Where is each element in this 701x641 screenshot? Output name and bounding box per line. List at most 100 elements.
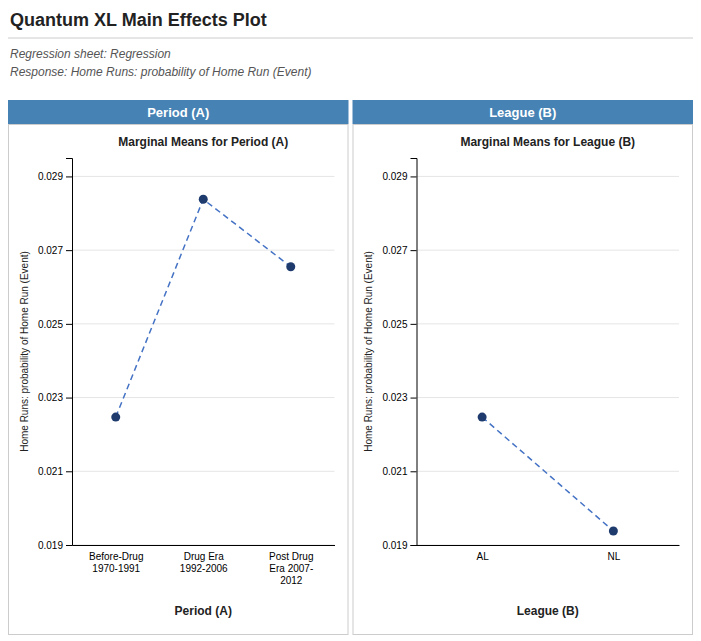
grid [417,176,680,545]
y-tick: 0.025 [38,319,72,330]
y-tick: 0.027 [382,245,416,256]
y-tick-mark [66,471,72,472]
y-axis: 0.019 0.021 0.023 0.025 0.027 0.029 [38,159,73,551]
x-axis-title: Period (A) [175,604,232,618]
grid-line [417,323,680,324]
x-tick-label: Drug Era1992-2006 [180,551,228,574]
y-tick-mark [66,545,72,546]
chart-title: Marginal Means for Period (A) [118,135,288,149]
point [286,262,295,271]
x-tick: NL [607,551,620,562]
x-axis: Before-Drug1970-1991 Drug Era1992-2006 Pos… [73,546,336,587]
point [609,526,618,535]
y-tick-label: 0.021 [38,466,63,477]
y-tick-mark [411,471,417,472]
grid-line [72,176,335,177]
x-axis-title: League (B) [517,604,579,618]
panel: Period (A) Marginal Means for Period (A) 0… [8,100,349,635]
figure-title: Quantum XL Main Effects Plot [10,10,267,30]
y-tick-label: 0.019 [38,540,63,551]
plot-marks [111,195,295,422]
grid-line [72,471,335,472]
y-tick: 0.027 [38,245,72,256]
x-axis-line [417,545,680,546]
x-axis: AL NL [417,546,680,563]
x-tick-label-line: 2012 [280,575,303,586]
panel-header-bar [353,100,694,124]
x-tick-label-line: NL [607,551,620,562]
y-tick-label: 0.019 [382,540,407,551]
panel-border [9,125,349,635]
x-tick-label-line: Post Drug [269,551,313,562]
y-tick-label: 0.027 [382,245,407,256]
x-axis-line [73,545,336,546]
chart-svg: Quantum XL Main Effects Plot Regression s… [0,0,701,641]
panel-border [353,125,693,635]
panel: League (B) Marginal Means for League (B) 0… [353,100,694,635]
chart-title: Marginal Means for League (B) [460,135,635,149]
grid-line [72,250,335,251]
y-tick-label: 0.029 [382,171,407,182]
y-tick-mark [66,398,72,399]
grid-line [417,397,680,398]
panel-header-bar [8,100,349,124]
y-tick-mark [66,324,72,325]
figure-subtitle: Response: Home Runs: probability of Home… [10,65,311,79]
y-tick: 0.025 [382,319,416,330]
line [482,417,613,531]
x-tick-label: Post DrugEra 2007-2012 [269,551,313,586]
grid-line [72,397,335,398]
y-tick: 0.019 [38,540,72,551]
line [116,199,291,417]
y-tick-label: 0.023 [382,392,407,403]
x-tick: Post DrugEra 2007-2012 [269,551,313,586]
x-tick-label-line: Era 2007- [269,563,313,574]
y-tick-label: 0.029 [38,171,63,182]
y-tick: 0.019 [382,540,416,551]
y-tick-mark [66,250,72,251]
y-tick-label: 0.025 [382,319,407,330]
x-tick-label-line: 1992-2006 [180,563,228,574]
y-axis-line [411,159,418,546]
x-tick: AL [477,551,490,562]
y-tick-label: 0.027 [38,245,63,256]
x-tick-label: Before-Drug1970-1991 [89,551,143,574]
y-axis-title: Home Runs: probability of Home Run (Even… [19,251,30,452]
y-tick: 0.023 [38,392,72,403]
grid-line [417,545,680,546]
y-tick: 0.029 [382,171,416,182]
x-tick-label-line: AL [477,551,490,562]
figure-subtitle: Regression sheet: Regression [10,47,171,61]
grid-line [72,545,335,546]
point [478,413,487,422]
x-tick-label-line: Before-Drug [89,551,143,562]
y-axis: 0.019 0.021 0.023 0.025 0.027 0.029 [382,159,417,551]
grid-line [417,250,680,251]
y-tick-label: 0.021 [382,466,407,477]
y-tick-label: 0.025 [38,319,63,330]
y-tick: 0.029 [38,171,72,182]
chart-container: Quantum XL Main Effects Plot Regression s… [0,0,701,641]
grid-line [417,176,680,177]
point [199,195,208,204]
title-rule [8,38,693,39]
x-tick-label: NL [607,551,620,562]
y-tick: 0.021 [38,466,72,477]
y-axis-line [66,159,73,546]
x-tick: Before-Drug1970-1991 [89,551,143,574]
y-tick: 0.021 [382,466,416,477]
plot-marks [478,413,618,536]
y-tick: 0.023 [382,392,416,403]
y-tick-mark [411,398,417,399]
y-tick-mark [411,324,417,325]
x-tick-label-line: Drug Era [184,551,224,562]
grid-line [72,323,335,324]
panel-header: Period (A) [147,105,209,120]
panel-header: League (B) [489,105,556,120]
y-tick-mark [66,176,72,177]
point [111,413,120,422]
grid [72,176,335,545]
x-tick: Drug Era1992-2006 [180,551,228,574]
x-tick-label: AL [477,551,490,562]
x-tick-label-line: 1970-1991 [92,563,140,574]
